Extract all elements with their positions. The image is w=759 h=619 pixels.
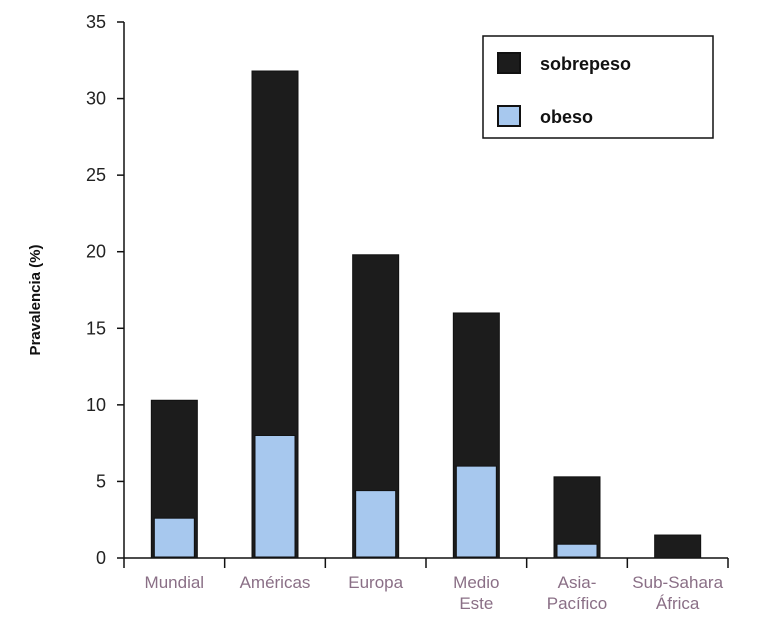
- y-tick-label: 35: [86, 12, 106, 32]
- bar-obeso: [556, 543, 598, 558]
- x-category-label: Pacífico: [547, 594, 607, 613]
- y-tick-label: 10: [86, 395, 106, 415]
- x-category-label: Europa: [348, 573, 403, 592]
- x-category-label: Mundial: [145, 573, 205, 592]
- legend-swatch-obeso: [497, 105, 521, 127]
- y-tick-label: 20: [86, 242, 106, 262]
- legend-swatch-sobrepeso: [497, 52, 521, 74]
- bar-obeso: [153, 517, 195, 558]
- legend-label-obeso: obeso: [540, 107, 593, 127]
- y-tick-label: 5: [96, 471, 106, 491]
- y-tick-label: 0: [96, 548, 106, 568]
- y-axis-label: Pravalencia (%): [27, 245, 44, 356]
- legend-label-sobrepeso: sobrepeso: [540, 54, 631, 74]
- axes: [117, 21, 729, 568]
- bar-sobrepeso: [654, 534, 702, 559]
- x-category-label: África: [656, 594, 700, 613]
- bar-obeso: [455, 465, 497, 558]
- y-tick-label: 30: [86, 89, 106, 109]
- y-tick-labels: 0 5 10 15 20 25 30 35: [86, 12, 106, 568]
- x-category-label: Este: [459, 594, 493, 613]
- x-category-label: Medio: [453, 573, 499, 592]
- y-tick-label: 25: [86, 165, 106, 185]
- bar-obeso: [254, 434, 296, 558]
- x-category-labels: Mundial Américas Europa Medio Este Asia- Pacíf…: [145, 573, 724, 613]
- bars: [150, 70, 702, 559]
- legend-box: [482, 35, 714, 139]
- x-category-label: Sub-Sahara: [632, 573, 723, 592]
- x-category-label: Américas: [240, 573, 311, 592]
- legend: sobrepeso obeso: [482, 35, 714, 139]
- y-tick-label: 15: [86, 318, 106, 338]
- x-category-label: Asia-: [558, 573, 597, 592]
- bar-obeso: [355, 490, 397, 558]
